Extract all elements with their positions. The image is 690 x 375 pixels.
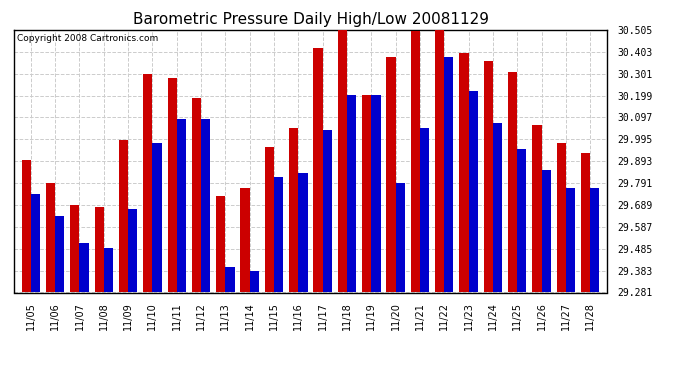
Bar	[313, 48, 323, 292]
Bar	[469, 91, 477, 292]
Bar	[590, 188, 600, 292]
Bar	[177, 119, 186, 292]
Bar	[119, 141, 128, 292]
Bar	[95, 207, 103, 292]
Bar	[371, 95, 381, 292]
Bar	[46, 183, 55, 292]
Bar	[337, 29, 347, 292]
Bar	[201, 119, 210, 292]
Bar	[557, 142, 566, 292]
Bar	[518, 149, 526, 292]
Bar	[79, 243, 89, 292]
Bar	[31, 194, 40, 292]
Title: Barometric Pressure Daily High/Low 20081129: Barometric Pressure Daily High/Low 20081…	[132, 12, 489, 27]
Bar	[274, 177, 284, 292]
Bar	[323, 130, 332, 292]
Bar	[420, 128, 429, 292]
Bar	[216, 196, 226, 292]
Bar	[362, 95, 371, 292]
Bar	[168, 78, 177, 292]
Bar	[347, 95, 356, 292]
Bar	[265, 147, 274, 292]
Bar	[444, 57, 453, 292]
Bar	[532, 125, 542, 292]
Bar	[250, 271, 259, 292]
Bar	[55, 216, 64, 292]
Bar	[226, 267, 235, 292]
Text: Copyright 2008 Cartronics.com: Copyright 2008 Cartronics.com	[17, 34, 158, 43]
Bar	[566, 188, 575, 292]
Bar	[298, 172, 308, 292]
Bar	[460, 53, 469, 292]
Bar	[493, 123, 502, 292]
Bar	[386, 57, 395, 292]
Bar	[542, 171, 551, 292]
Bar	[128, 209, 137, 292]
Bar	[240, 188, 250, 292]
Bar	[70, 205, 79, 292]
Bar	[144, 74, 152, 292]
Bar	[411, 31, 420, 292]
Bar	[435, 29, 444, 292]
Bar	[508, 72, 518, 292]
Bar	[289, 128, 298, 292]
Bar	[192, 98, 201, 292]
Bar	[395, 183, 405, 292]
Bar	[104, 248, 113, 292]
Bar	[152, 142, 161, 292]
Bar	[484, 61, 493, 292]
Bar	[21, 160, 31, 292]
Bar	[581, 153, 590, 292]
